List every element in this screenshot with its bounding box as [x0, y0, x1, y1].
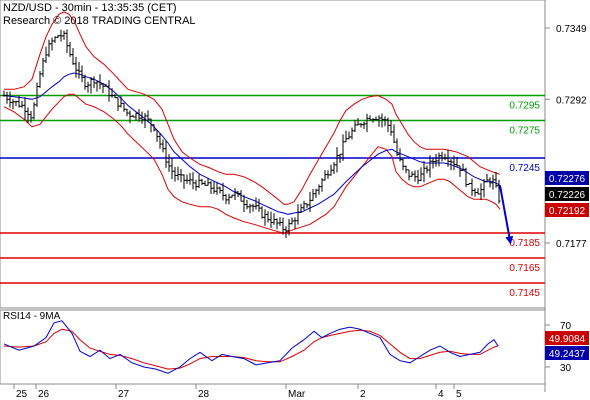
price-tag-label-2: 0.72192: [549, 206, 586, 217]
moving-average-line: [3, 72, 501, 215]
time-tick-label-7: 5: [456, 389, 462, 400]
level-label-5: 0.7145: [509, 288, 540, 299]
rsi-line: [3, 320, 499, 374]
bollinger-bands: [3, 11, 501, 234]
price-tick-label-2: 0.7177: [556, 239, 587, 250]
price-tick-label-0: 0.7349: [556, 24, 587, 35]
price-tag-box-1: [545, 187, 589, 201]
rsi-ma-line: [3, 328, 499, 370]
rsi-panel-frame: [0, 309, 546, 385]
bollinger-lower: [3, 93, 501, 234]
price-tag-label-0: 0.72276: [549, 174, 586, 185]
chart-title: NZD/USD - 30min - 13:35:35 (CET): [3, 2, 177, 14]
level-label-2: 0.7245: [509, 163, 540, 174]
level-label-4: 0.7165: [509, 263, 540, 274]
price-bars: [2, 29, 501, 239]
rsi-tag-box-1: [545, 346, 589, 360]
time-tick-label-6: 4: [438, 389, 444, 400]
price-axis-ticks: 0.7349 0.7292 0.7177: [545, 24, 587, 250]
support-resistance-levels: 0.7295 0.7275 0.7245 0.7185 0.7165 0.7145: [0, 94, 545, 299]
price-tag-box-0: [545, 171, 589, 185]
rsi-tag-label-0: 49.9084: [549, 334, 586, 345]
time-tick-label-2: 27: [118, 389, 130, 400]
price-tag-box-2: [545, 203, 589, 217]
rsi-title: RSI14 - 9MA: [3, 311, 61, 322]
price-tags: 0.72276 0.72226 0.72192: [545, 171, 589, 217]
rsi-axis: 70 30 49.9084 49.2437: [545, 321, 589, 374]
price-tick-label-1: 0.7292: [556, 95, 587, 106]
time-tick-label-3: 28: [198, 389, 210, 400]
time-tick-label-5: 2: [360, 389, 366, 400]
time-tick-label-0: 25: [16, 389, 28, 400]
price-panel-frame: [0, 0, 546, 309]
level-label-0: 0.7295: [509, 101, 540, 112]
chart-credit: Research © 2018 TRADING CENTRAL: [3, 15, 196, 27]
bollinger-upper: [4, 11, 501, 205]
level-label-1: 0.7275: [509, 126, 540, 137]
forecast-arrow: [499, 185, 514, 245]
rsi-tag-label-1: 49.2437: [549, 349, 586, 360]
rsi-tick-label-1: 30: [560, 363, 572, 374]
time-tick-label-1: 26: [38, 389, 50, 400]
rsi-tick-label-0: 70: [560, 321, 572, 332]
rsi-lines: [3, 320, 499, 374]
level-label-3: 0.7185: [509, 238, 540, 249]
price-tag-label-1: 0.72226: [549, 190, 586, 201]
time-axis-ticks: 25 26 27 28 Mar 2 4 5: [13, 384, 462, 400]
rsi-tag-box-0: [545, 331, 589, 345]
forecast-arrow-line: [499, 185, 514, 245]
time-tick-label-4: Mar: [288, 389, 306, 400]
moving-average: [3, 72, 501, 215]
